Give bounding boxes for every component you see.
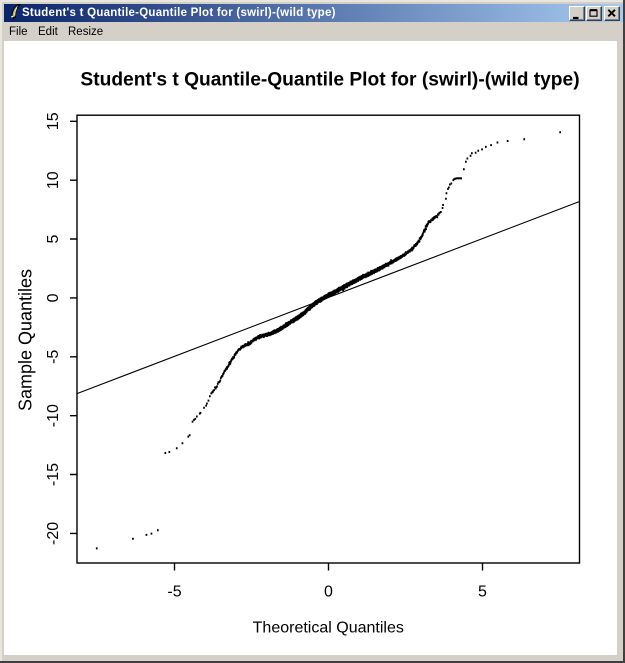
svg-text:-5: -5 (45, 350, 62, 364)
svg-text:Sample Quantiles: Sample Quantiles (16, 269, 36, 411)
svg-text:-10: -10 (45, 404, 62, 427)
svg-text:Theoretical Quantiles: Theoretical Quantiles (253, 620, 404, 637)
svg-text:0: 0 (324, 584, 333, 601)
svg-text:Student's t Quantile-Quantile: Student's t Quantile-Quantile Plot for (… (80, 69, 579, 90)
svg-text:-15: -15 (45, 463, 62, 486)
svg-text:-5: -5 (167, 584, 181, 601)
svg-text:0: 0 (45, 293, 62, 302)
svg-text:5: 5 (478, 584, 487, 601)
svg-text:15: 15 (45, 112, 62, 130)
svg-text:5: 5 (45, 234, 62, 243)
svg-text:-20: -20 (45, 522, 62, 545)
svg-text:10: 10 (45, 171, 62, 189)
